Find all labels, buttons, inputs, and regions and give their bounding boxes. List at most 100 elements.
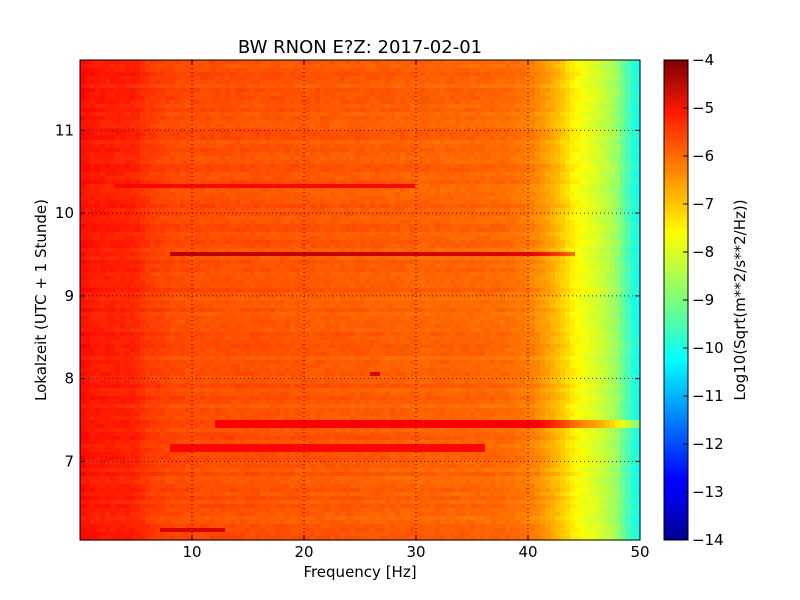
heatmap-cell [625,128,631,133]
heatmap-cell [505,212,511,217]
heatmap-cell [530,116,536,121]
heatmap-cell [420,204,426,209]
heatmap-cell [270,212,276,217]
heatmap-cell [250,80,256,85]
heatmap-cell [550,220,556,225]
heatmap-cell [515,224,521,229]
heatmap-cell [130,160,136,165]
heatmap-cell [365,60,371,65]
heatmap-cell [200,156,206,161]
heatmap-cell [500,176,506,181]
heatmap-cell [100,68,106,73]
heatmap-cell [265,168,271,173]
heatmap-cell [430,136,436,141]
heatmap-cell [385,156,391,161]
heatmap-cell [610,124,616,129]
heatmap-cell [160,208,166,213]
heatmap-cell [585,200,591,205]
heatmap-cell [175,124,181,129]
heatmap-cell [605,168,611,173]
heatmap-cell [185,208,191,213]
heatmap-cell [450,148,456,153]
heatmap-cell [450,180,456,185]
heatmap-cell [600,64,606,69]
heatmap-cell [80,80,86,85]
heatmap-cell [470,96,476,101]
heatmap-cell [120,172,126,177]
heatmap-cell [330,200,336,205]
heatmap-cell [160,60,166,65]
heatmap-cell [95,96,101,101]
heatmap-cell [620,100,626,105]
heatmap-cell [530,96,536,101]
heatmap-cell [370,180,376,185]
heatmap-cell [495,136,501,141]
heatmap-cell [615,112,621,117]
heatmap-cell [490,84,496,89]
heatmap-cell [360,100,366,105]
heatmap-cell [610,80,616,85]
heatmap-cell [85,152,91,157]
heatmap-cell [235,140,241,145]
heatmap-cell [435,120,441,125]
heatmap-cell [290,228,296,233]
heatmap-cell [115,136,121,141]
heatmap-cell [355,152,361,157]
heatmap-cell [230,100,236,105]
heatmap-cell [340,168,346,173]
heatmap-cell [545,76,551,81]
heatmap-cell [190,236,196,241]
heatmap-cell [390,140,396,145]
heatmap-cell [575,76,581,81]
heatmap-cell [285,60,291,65]
heatmap-cell [230,176,236,181]
heatmap-cell [245,76,251,81]
heatmap-cell [245,216,251,221]
heatmap-cell [205,144,211,149]
heatmap-cell [575,128,581,133]
heatmap-cell [450,140,456,145]
heatmap-cell [600,104,606,109]
heatmap-cell [80,164,86,169]
heatmap-cell [130,140,136,145]
heatmap-cell [175,228,181,233]
heatmap-cell [225,84,231,89]
heatmap-cell [490,208,496,213]
heatmap-cell [390,104,396,109]
heatmap-cell [265,160,271,165]
heatmap-cell [535,96,541,101]
heatmap-cell [255,92,261,97]
heatmap-cell [310,116,316,121]
heatmap-cell [175,160,181,165]
heatmap-cell [350,220,356,225]
heatmap-cell [540,148,546,153]
heatmap-cell [140,224,146,229]
heatmap-cell [580,200,586,205]
heatmap-cell [165,108,171,113]
heatmap-cell [560,212,566,217]
heatmap-cell [485,116,491,121]
heatmap-cell [265,232,271,237]
heatmap-cell [325,156,331,161]
heatmap-cell [515,192,521,197]
heatmap-cell [510,200,516,205]
heatmap-cell [440,124,446,129]
heatmap-cell [370,188,376,193]
heatmap-cell [565,232,571,237]
heatmap-cell [410,112,416,117]
heatmap-cell [390,120,396,125]
heatmap-cell [190,88,196,93]
heatmap-cell [190,188,196,193]
heatmap-cell [440,160,446,165]
heatmap-cell [155,212,161,217]
heatmap-cell [165,160,171,165]
heatmap-cell [250,104,256,109]
heatmap-cell [385,104,391,109]
heatmap-cell [350,184,356,189]
heatmap-cell [435,224,441,229]
heatmap-cell [410,104,416,109]
heatmap-cell [85,168,91,173]
heatmap-cell [180,124,186,129]
heatmap-cell [405,124,411,129]
heatmap-cell [235,196,241,201]
